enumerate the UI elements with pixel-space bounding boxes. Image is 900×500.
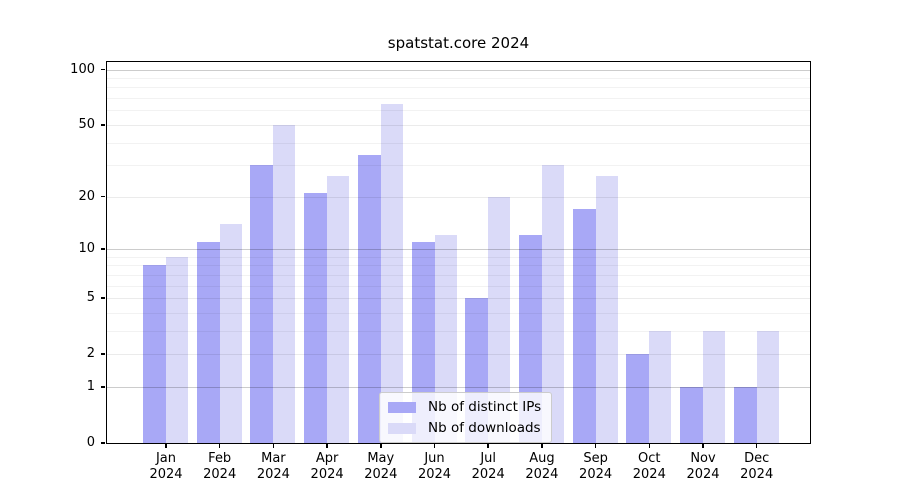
- bar-downloads-sep: [595, 176, 618, 443]
- bar-downloads-aug: [541, 165, 564, 443]
- gridline-40: [107, 142, 810, 144]
- bar-downloads-nov: [703, 330, 725, 443]
- gridline-10: [107, 249, 810, 250]
- y-tick-label-1: 1: [86, 378, 95, 394]
- bar-distinct-ips-mar: [250, 165, 274, 443]
- bar-downloads-may: [380, 104, 403, 443]
- x-tick-label-oct: Oct 2024: [632, 451, 666, 482]
- x-tick-label-jan: Jan 2024: [149, 451, 183, 482]
- y-tick-label-100: 100: [70, 61, 95, 77]
- bar-distinct-ips-oct: [626, 354, 650, 443]
- gridline-60: [107, 110, 810, 112]
- legend-swatch-distinct-ips: [388, 401, 416, 413]
- x-tick-mar: [272, 444, 275, 448]
- x-tick-aug: [541, 444, 543, 448]
- legend-swatch-downloads: [388, 422, 416, 434]
- y-tick-label-0: 0: [86, 435, 95, 450]
- gridline-4: [107, 312, 810, 314]
- bar-distinct-ips-apr: [304, 192, 328, 443]
- y-tick-2: [101, 353, 105, 355]
- bar-distinct-ips-feb: [196, 241, 220, 443]
- x-tick-label-dec: Dec 2024: [740, 451, 774, 482]
- bar-distinct-ips-jan: [143, 265, 166, 443]
- y-tick-1: [101, 386, 105, 388]
- y-tick-label-2: 2: [86, 346, 95, 362]
- chart-title: spatstat.core 2024: [387, 34, 530, 52]
- gridline-50: [107, 124, 810, 126]
- gridline-9: [107, 256, 810, 258]
- x-tick-label-aug: Aug 2024: [525, 451, 559, 482]
- x-tick-may: [380, 444, 382, 448]
- x-tick-jul: [487, 444, 489, 448]
- gridline-7: [107, 274, 810, 276]
- y-tick-20: [101, 195, 105, 198]
- x-tick-label-jun: Jun 2024: [417, 451, 452, 482]
- legend-item-downloads: Nb of downloads: [388, 420, 541, 436]
- x-tick-dec: [755, 444, 758, 448]
- bar-distinct-ips-sep: [572, 209, 596, 443]
- y-tick-0: [101, 442, 105, 444]
- bar-downloads-jan: [166, 256, 188, 443]
- x-tick-jan: [165, 444, 167, 448]
- legend-label-downloads: Nb of downloads: [428, 420, 541, 436]
- x-tick-apr: [326, 444, 328, 448]
- gridline-20: [107, 196, 810, 198]
- y-tick-5: [101, 297, 105, 299]
- bar-downloads-dec: [756, 330, 779, 443]
- x-tick-label-nov: Nov 2024: [686, 451, 720, 482]
- legend-item-distinct-ips: Nb of distinct IPs: [388, 399, 541, 415]
- x-tick-label-apr: Apr 2024: [310, 451, 344, 482]
- x-tick-sep: [594, 444, 597, 448]
- gridline-5: [107, 298, 810, 300]
- bar-distinct-ips-nov: [680, 386, 703, 443]
- y-tick-100: [101, 68, 105, 71]
- bar-downloads-feb: [219, 223, 242, 443]
- x-tick-jun: [433, 444, 436, 448]
- gridline-80: [107, 87, 810, 89]
- x-tick-label-feb: Feb 2024: [203, 451, 237, 482]
- gridline-100: [107, 69, 810, 71]
- y-tick-label-50: 50: [78, 116, 95, 132]
- y-tick-label-10: 10: [78, 241, 95, 256]
- bar-distinct-ips-may: [357, 155, 381, 443]
- x-tick-oct: [648, 444, 651, 448]
- y-tick-label-20: 20: [78, 188, 95, 204]
- gridline-6: [107, 285, 810, 287]
- gridline-1: [107, 386, 810, 388]
- gridline-90: [107, 78, 810, 80]
- x-tick-label-mar: Mar 2024: [256, 451, 290, 482]
- bar-distinct-ips-dec: [733, 386, 757, 443]
- gridline-3: [107, 330, 810, 332]
- x-tick-feb: [218, 444, 221, 448]
- gridline-8: [107, 265, 810, 267]
- bar-downloads-apr: [327, 176, 350, 443]
- x-tick-label-may: May 2024: [364, 451, 398, 482]
- bar-downloads-mar: [273, 124, 296, 443]
- x-tick-label-sep: Sep 2024: [579, 451, 613, 482]
- bar-downloads-oct: [649, 330, 672, 443]
- gridline-2: [107, 354, 810, 356]
- gridline-70: [107, 98, 810, 100]
- bar-downloads-jul: [488, 196, 511, 443]
- legend: Nb of distinct IPs Nb of downloads: [379, 392, 553, 443]
- x-tick-nov: [702, 444, 704, 448]
- bar-distinct-ips-aug: [518, 235, 542, 443]
- legend-label-distinct-ips: Nb of distinct IPs: [428, 399, 542, 415]
- y-tick-10: [101, 248, 105, 250]
- gridline-30: [107, 165, 810, 167]
- y-tick-50: [101, 124, 105, 126]
- bar-downloads-jun: [434, 235, 457, 443]
- x-tick-label-jul: Jul 2024: [471, 451, 505, 482]
- y-tick-label-5: 5: [86, 290, 95, 306]
